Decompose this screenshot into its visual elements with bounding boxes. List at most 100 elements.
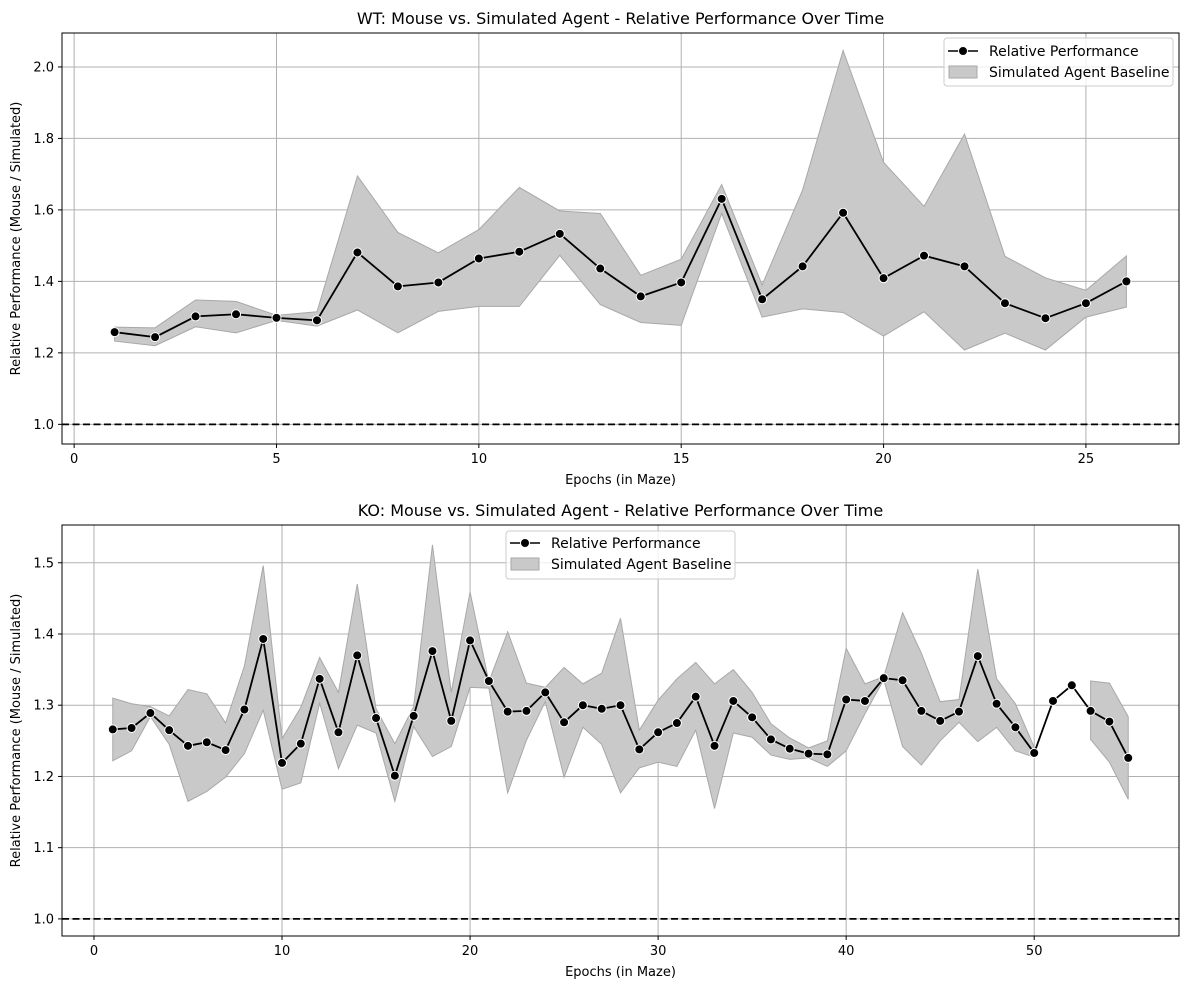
simulated-agent-baseline-band (114, 48, 1127, 351)
data-point (635, 291, 646, 302)
data-point (190, 311, 201, 322)
plot-frame (61, 32, 1180, 445)
data-point (502, 706, 513, 717)
data-point (109, 327, 120, 338)
data-point (465, 635, 476, 646)
data-point (271, 312, 282, 323)
legend-label-simulated-agent-baseline: Simulated Agent Baseline (989, 65, 1169, 81)
wt-chart: 0 5 10 15 20 25 1.0 1.2 1.4 1.6 1.8 2.0 WT: Mouse … (9, 9, 1180, 488)
data-point (765, 734, 776, 745)
data-point (690, 691, 701, 702)
data-point (671, 718, 682, 729)
data-point (277, 757, 288, 768)
data-point (333, 727, 344, 738)
data-point (540, 687, 551, 698)
legend-band-swatch (510, 557, 540, 571)
legend: Relative Performance Simulated Agent Bas… (943, 37, 1174, 87)
relative-performance-markers (107, 633, 1134, 781)
legend-label-relative-performance: Relative Performance (551, 536, 701, 552)
data-point (1085, 705, 1096, 716)
ko-chart: 0 10 20 30 40 50 1.0 1.1 1.2 1.3 1.4 1.5 KO: Mouse… (9, 501, 1180, 980)
chart-title: WT: Mouse vs. Simulated Agent - Relative… (357, 9, 884, 28)
data-point (392, 281, 403, 292)
data-point (389, 770, 400, 781)
data-point (838, 207, 849, 218)
data-point (634, 744, 645, 755)
legend-label-simulated-agent-baseline: Simulated Agent Baseline (551, 557, 731, 573)
data-point (427, 646, 438, 657)
data-point (164, 725, 175, 736)
data-point (747, 712, 758, 723)
x-tick-label: 15 (673, 452, 690, 467)
data-point (972, 651, 983, 662)
x-tick-label: 25 (1078, 452, 1095, 467)
data-point (653, 727, 664, 738)
y-tick-label: 1.8 (33, 132, 54, 147)
data-point (897, 675, 908, 686)
data-point (1029, 747, 1040, 758)
x-tick-label: 10 (471, 452, 488, 467)
data-point (352, 247, 363, 258)
data-point (916, 705, 927, 716)
data-point (596, 703, 607, 714)
x-axis-label: Epochs (in Maze) (565, 473, 676, 488)
y-ticks: 1.0 1.2 1.4 1.6 1.8 2.0 (33, 60, 62, 433)
legend-box (943, 37, 1174, 87)
x-tick-label: 10 (274, 944, 291, 959)
data-point (314, 673, 325, 684)
data-point (1104, 716, 1115, 727)
y-tick-label: 1.0 (33, 912, 54, 927)
data-point (577, 700, 588, 711)
data-point (728, 695, 739, 706)
x-tick-label: 30 (650, 944, 667, 959)
y-tick-label: 1.4 (33, 275, 54, 290)
data-point (126, 723, 137, 734)
x-tick-label: 40 (838, 944, 855, 959)
data-point (182, 740, 193, 751)
data-point (295, 738, 306, 749)
y-tick-label: 1.2 (33, 770, 54, 785)
y-tick-label: 1.2 (33, 346, 54, 361)
data-point (1048, 695, 1059, 706)
data-point (559, 717, 570, 728)
data-point (784, 743, 795, 754)
data-point (446, 715, 457, 726)
plot-frame (61, 524, 1180, 937)
plot-background (62, 33, 1179, 444)
data-point (878, 673, 889, 684)
x-tick-label: 0 (70, 452, 78, 467)
legend-box (505, 530, 736, 580)
y-tick-label: 1.4 (33, 627, 54, 642)
data-point (953, 706, 964, 717)
data-point (991, 698, 1002, 709)
data-point (595, 263, 606, 274)
x-ticks: 0 10 20 30 40 50 (90, 936, 1043, 959)
data-point (554, 228, 565, 239)
legend-marker-swatch (958, 46, 968, 56)
data-point (676, 277, 687, 288)
data-point (797, 261, 808, 272)
data-point (311, 315, 322, 326)
legend-band-swatch (948, 65, 978, 79)
data-point (1066, 680, 1077, 691)
y-tick-label: 1.5 (33, 556, 54, 571)
data-point (521, 705, 532, 716)
data-point (239, 704, 250, 715)
x-tick-label: 0 (90, 944, 98, 959)
data-point (935, 715, 946, 726)
x-tick-label: 50 (1026, 944, 1043, 959)
x-tick-label: 5 (272, 452, 280, 467)
legend-label-relative-performance: Relative Performance (989, 44, 1139, 60)
data-point (514, 246, 525, 257)
legend-marker-swatch (520, 538, 530, 548)
y-tick-label: 1.6 (33, 203, 54, 218)
chart-title: KO: Mouse vs. Simulated Agent - Relative… (358, 501, 883, 520)
data-point (716, 193, 727, 204)
data-point (107, 724, 118, 735)
relative-performance-series (114, 197, 1127, 339)
data-point (822, 749, 833, 760)
y-tick-label: 1.3 (33, 699, 54, 714)
data-point (1010, 722, 1021, 733)
y-ticks: 1.0 1.1 1.2 1.3 1.4 1.5 (33, 556, 62, 927)
data-point (841, 694, 852, 705)
